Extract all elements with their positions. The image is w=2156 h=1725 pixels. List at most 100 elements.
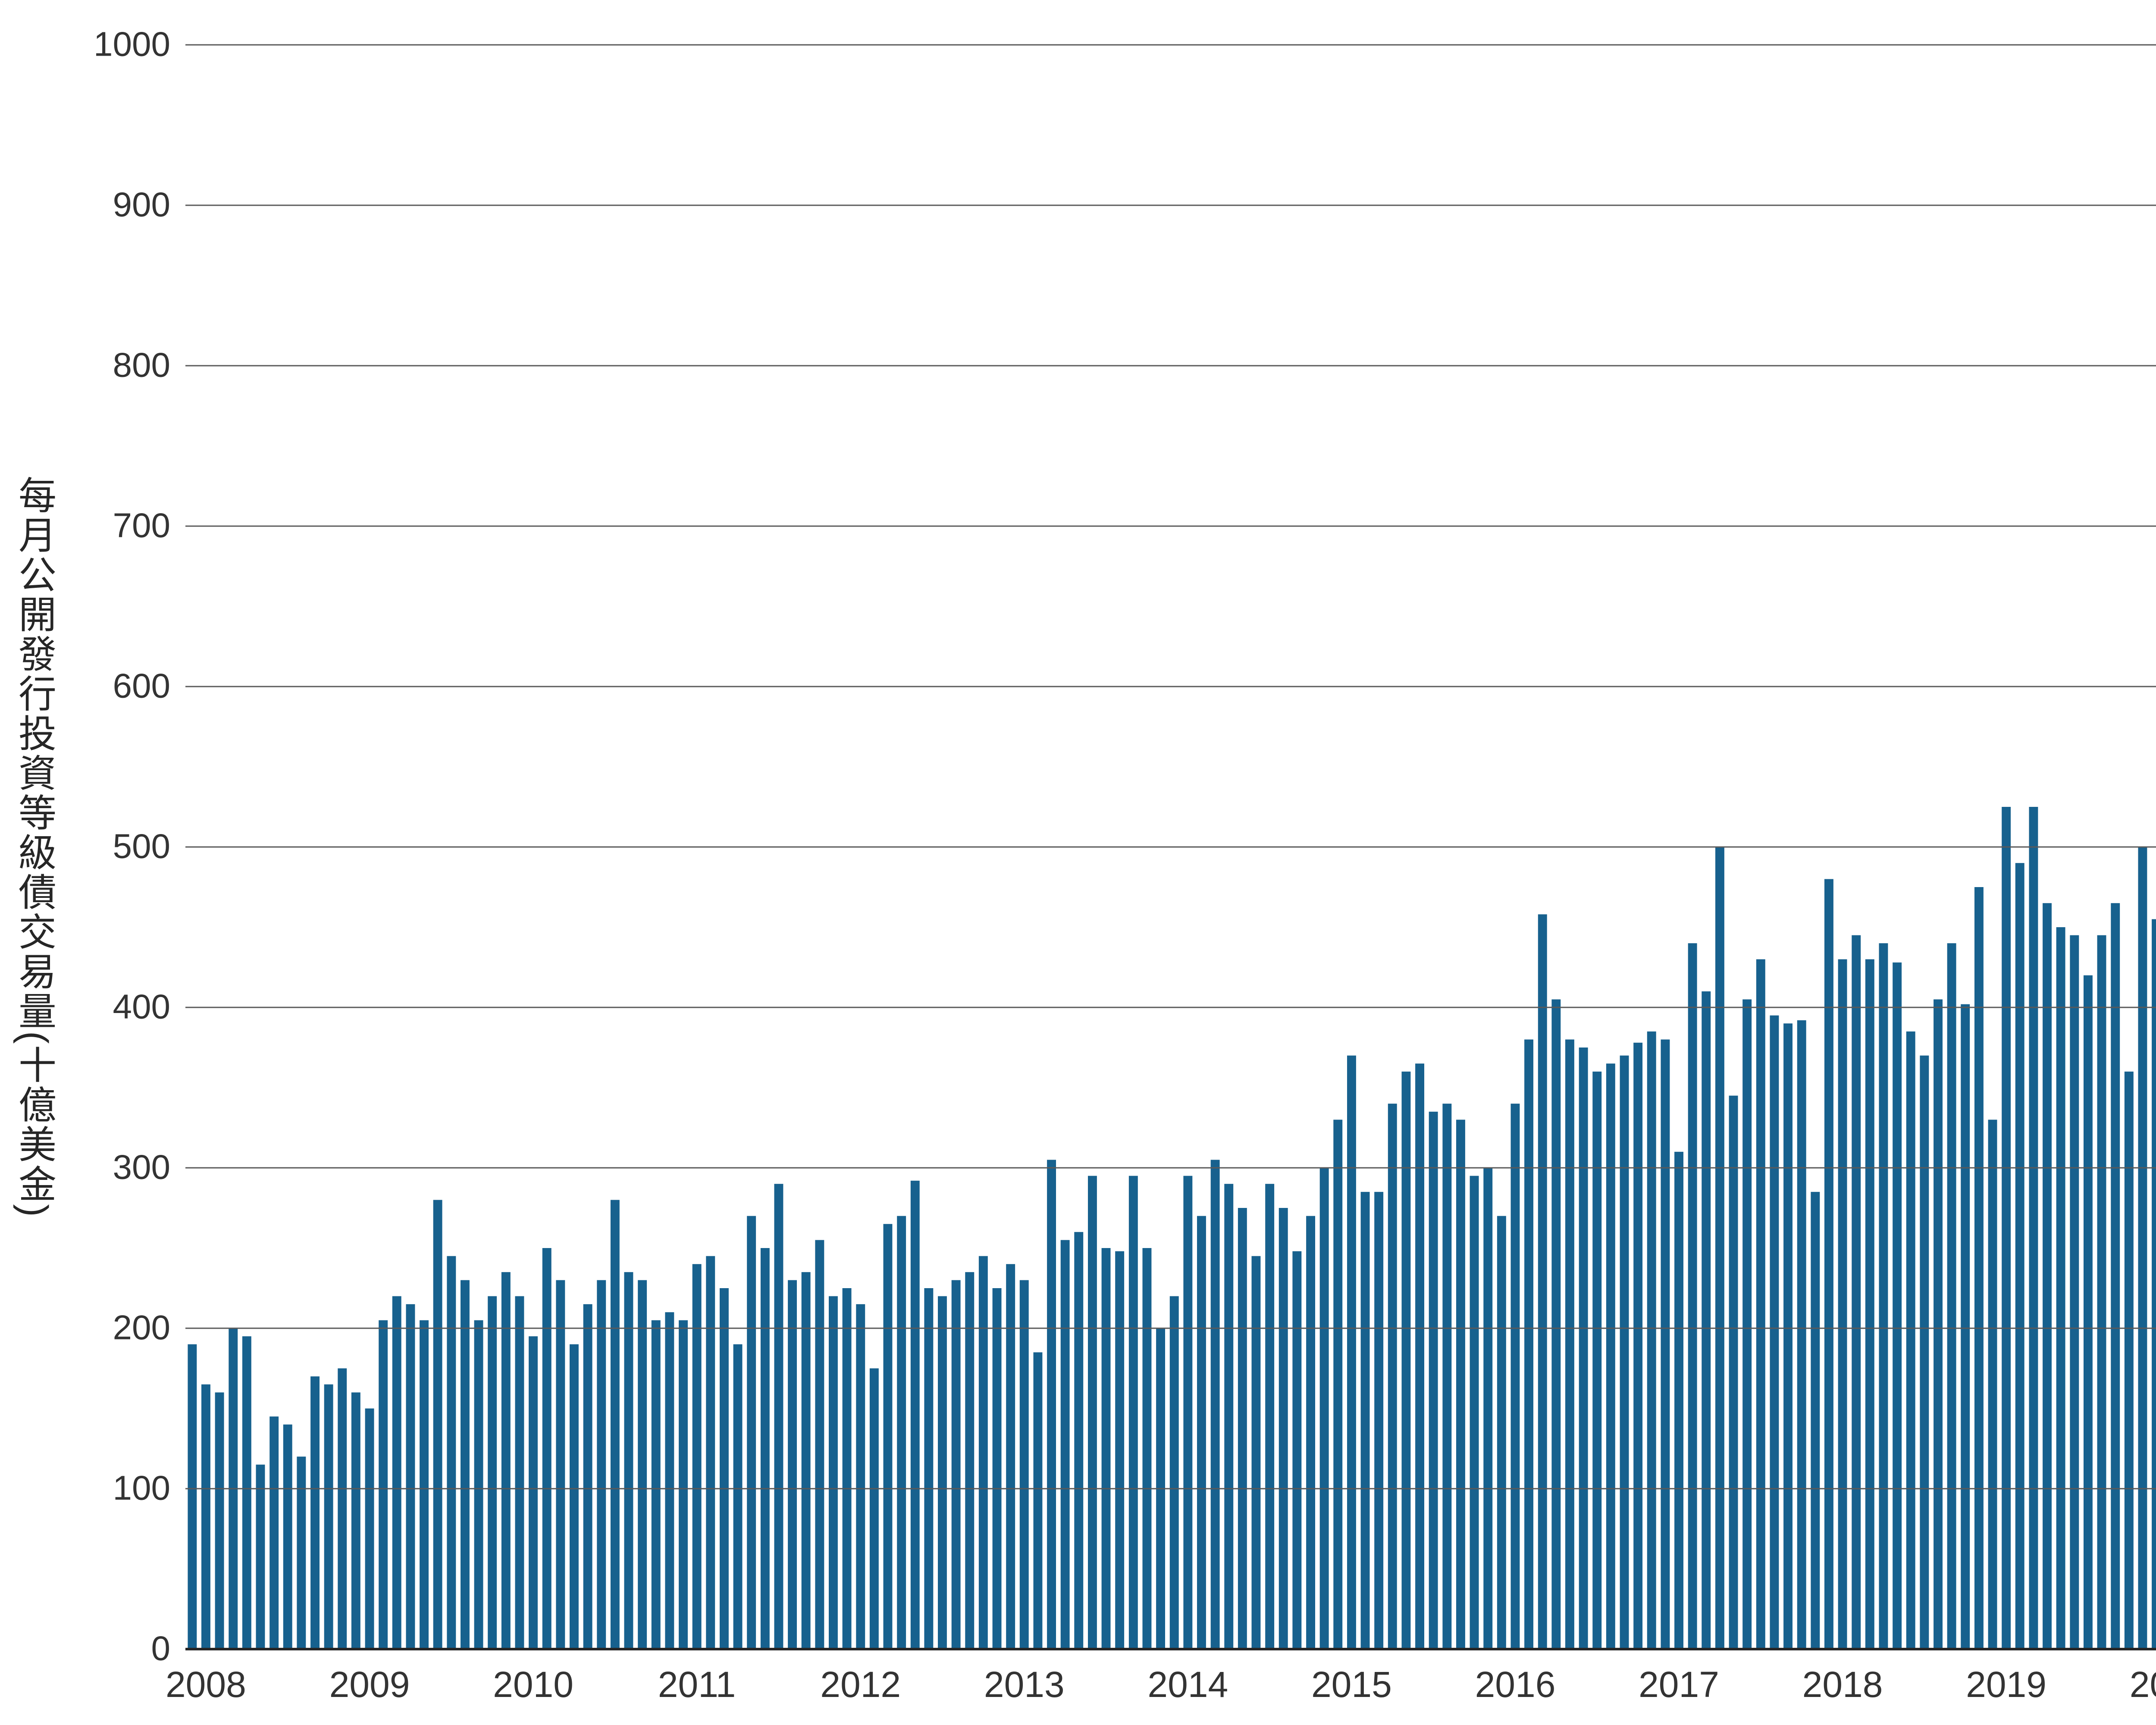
bar <box>420 1320 429 1649</box>
bar <box>815 1240 824 1649</box>
y-tick-label: 100 <box>113 1469 170 1507</box>
bar <box>338 1368 347 1649</box>
bar <box>488 1296 497 1649</box>
bar <box>1565 1039 1574 1649</box>
bar <box>651 1320 661 1649</box>
bar <box>1865 959 1874 1649</box>
y-tick-label: 400 <box>113 988 170 1026</box>
bar <box>1606 1063 1615 1649</box>
y-tick-label: 1000 <box>94 25 170 63</box>
bar <box>2124 1071 2134 1649</box>
bar <box>1360 1192 1370 1649</box>
bar <box>501 1272 511 1649</box>
bar <box>2138 847 2147 1649</box>
bar <box>1906 1031 1915 1649</box>
x-tick-label: 2014 <box>1147 1664 1228 1705</box>
bar <box>1347 1055 1356 1649</box>
bar <box>583 1304 592 1649</box>
bar <box>1251 1256 1261 1649</box>
bar <box>1060 1240 1070 1649</box>
bar <box>665 1312 674 1649</box>
bar <box>1893 962 1902 1649</box>
bar <box>2002 807 2011 1649</box>
bar <box>1551 999 1561 1649</box>
bar <box>1292 1251 1302 1649</box>
bar <box>1756 959 1765 1649</box>
x-tick-label: 2011 <box>658 1664 736 1705</box>
bar <box>1702 991 1711 1649</box>
bar <box>692 1264 702 1649</box>
x-tick-label: 2018 <box>1802 1664 1883 1705</box>
y-tick-label: 200 <box>113 1308 170 1347</box>
x-tick-label: 2015 <box>1311 1664 1392 1705</box>
bar <box>978 1256 988 1649</box>
bar <box>1510 1104 1520 1649</box>
bar <box>1620 1055 1629 1649</box>
x-tick-label: 2017 <box>1639 1664 1719 1705</box>
bar <box>406 1304 415 1649</box>
bar <box>1306 1216 1315 1649</box>
bar <box>1688 943 1697 1649</box>
bar <box>638 1280 647 1649</box>
bar <box>1197 1216 1206 1649</box>
bar <box>2084 975 2093 1649</box>
bar <box>1128 1176 1138 1649</box>
x-tick-label: 2019 <box>1966 1664 2046 1705</box>
y-tick-label: 0 <box>151 1629 171 1668</box>
bar <box>774 1184 783 1649</box>
bar <box>788 1280 797 1649</box>
bar <box>1729 1095 1738 1649</box>
bar <box>1538 914 1547 1649</box>
bar <box>297 1456 306 1649</box>
bar <box>1456 1120 1465 1649</box>
bar <box>1401 1071 1411 1649</box>
x-tick-label: 2013 <box>984 1664 1065 1705</box>
bar <box>1019 1280 1029 1649</box>
bar <box>392 1296 401 1649</box>
bar <box>1374 1192 1384 1649</box>
bar <box>1715 847 1724 1649</box>
bar <box>283 1424 292 1649</box>
bar <box>433 1200 442 1649</box>
y-tick-label: 800 <box>113 346 170 384</box>
bar <box>1210 1160 1220 1649</box>
bar <box>829 1296 838 1649</box>
bar <box>1115 1251 1125 1649</box>
bar <box>992 1288 1002 1649</box>
bar <box>1879 943 1888 1649</box>
bar <box>1961 1004 1970 1649</box>
bar <box>1838 959 1847 1649</box>
bar <box>2015 863 2024 1649</box>
bar <box>883 1224 893 1649</box>
bar <box>1483 1168 1493 1649</box>
y-tick-label: 300 <box>113 1148 170 1186</box>
bar <box>938 1296 947 1649</box>
bar <box>2111 903 2120 1649</box>
x-tick-label: 2020 <box>2130 1664 2156 1705</box>
bar <box>1088 1176 1097 1649</box>
x-tick-label: 2016 <box>1475 1664 1556 1705</box>
bar <box>856 1304 865 1649</box>
bar <box>256 1465 265 1649</box>
y-tick-label: 500 <box>113 827 170 866</box>
y-tick-label: 600 <box>113 667 170 705</box>
bar <box>2029 807 2038 1649</box>
bar <box>679 1320 688 1649</box>
bar <box>2043 903 2052 1649</box>
bar <box>1333 1120 1343 1649</box>
bar <box>2056 927 2065 1649</box>
bar <box>310 1376 320 1649</box>
bar <box>201 1384 210 1649</box>
bar <box>1579 1048 1588 1649</box>
bar <box>1852 935 1861 1649</box>
x-tick-label: 2012 <box>820 1664 901 1705</box>
bar <box>542 1248 552 1649</box>
bar <box>1319 1168 1329 1649</box>
bar <box>1047 1160 1056 1649</box>
bar <box>801 1272 811 1649</box>
bar <box>188 1344 197 1649</box>
bar <box>1742 999 1752 1649</box>
bar <box>1934 999 1943 1649</box>
bar <box>1783 1023 1792 1649</box>
bar <box>351 1392 360 1649</box>
